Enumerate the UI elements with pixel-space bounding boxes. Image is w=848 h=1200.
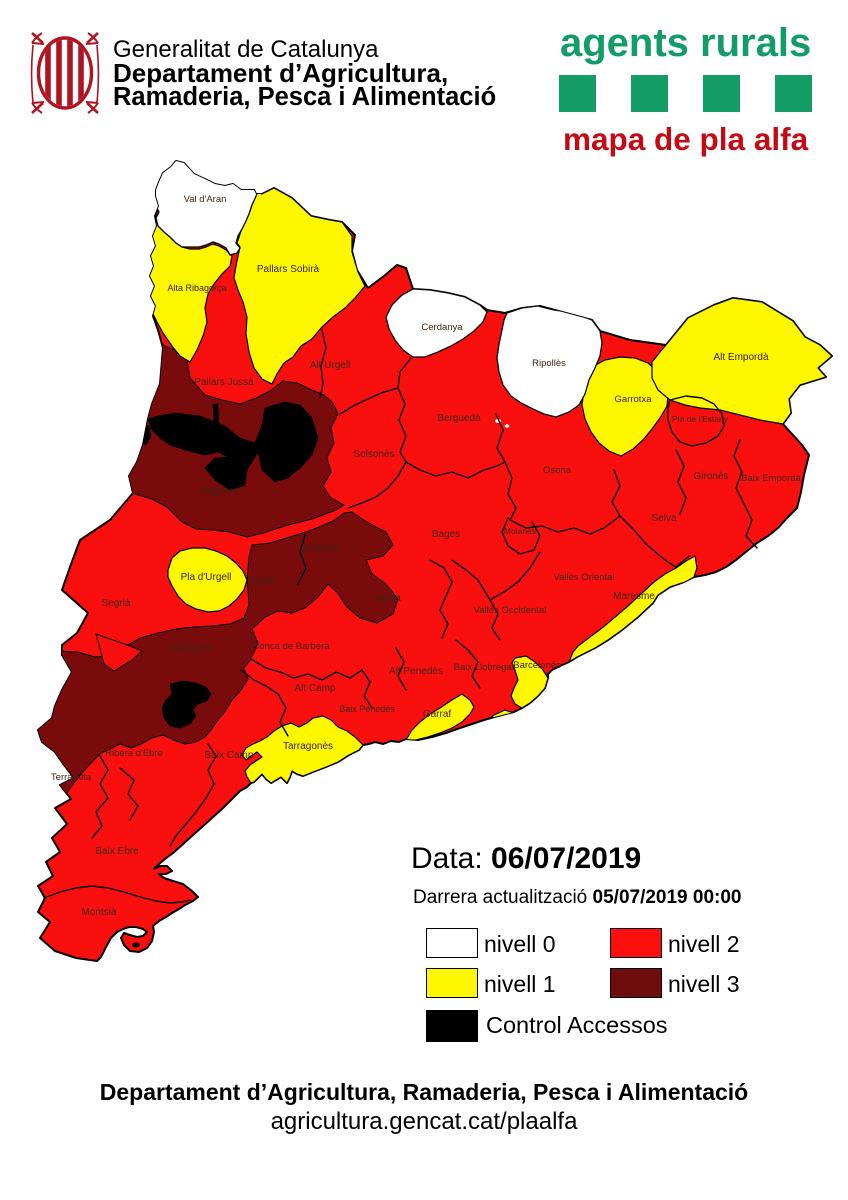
svg-text:Urgell: Urgell xyxy=(249,575,275,586)
svg-text:Montsià: Montsià xyxy=(81,907,116,918)
svg-text:Moianès: Moianès xyxy=(504,526,536,536)
svg-text:Ribera d'Ebre: Ribera d'Ebre xyxy=(105,748,163,759)
svg-text:Garrigues: Garrigues xyxy=(168,643,212,654)
svg-text:Solsonès: Solsonès xyxy=(353,449,394,460)
svg-text:Baix Penedès: Baix Penedès xyxy=(339,704,395,714)
svg-text:Pallars Sobirà: Pallars Sobirà xyxy=(257,264,320,275)
svg-text:Baix Empordà: Baix Empordà xyxy=(741,473,801,484)
svg-text:Pallars Jussà: Pallars Jussà xyxy=(194,377,254,388)
svg-text:Val d'Aran: Val d'Aran xyxy=(184,194,227,205)
svg-text:Garrotxa: Garrotxa xyxy=(615,394,653,405)
svg-text:Baix Ebre: Baix Ebre xyxy=(95,846,139,857)
svg-text:Alt Urgell: Alt Urgell xyxy=(310,360,351,371)
svg-text:Maresme: Maresme xyxy=(613,591,655,602)
svg-text:Gironès: Gironès xyxy=(693,471,728,482)
svg-text:Alta Ribagorça: Alta Ribagorça xyxy=(167,283,226,293)
svg-text:Vallès Occidental: Vallès Occidental xyxy=(474,605,547,616)
svg-text:Tarragonès: Tarragonès xyxy=(283,741,333,752)
svg-text:Selva: Selva xyxy=(651,513,676,524)
svg-text:Baix Camp: Baix Camp xyxy=(205,750,254,761)
svg-text:Pla de l'Estany: Pla de l'Estany xyxy=(672,414,729,424)
svg-text:Berguedà: Berguedà xyxy=(437,413,481,424)
svg-text:Osona: Osona xyxy=(543,465,572,476)
svg-text:Segrià: Segrià xyxy=(102,598,131,609)
svg-text:Segarra: Segarra xyxy=(303,543,339,554)
svg-text:Barcelonès: Barcelonès xyxy=(513,660,561,671)
svg-text:Noguera: Noguera xyxy=(200,486,239,497)
svg-text:Alt Empordà: Alt Empordà xyxy=(713,352,768,363)
svg-text:Bages: Bages xyxy=(432,529,460,540)
svg-text:Cerdanya: Cerdanya xyxy=(421,322,463,333)
svg-text:Conca de Barberà: Conca de Barberà xyxy=(252,641,330,652)
svg-text:Pla d'Urgell: Pla d'Urgell xyxy=(181,572,232,583)
svg-text:Alt Penedès: Alt Penedès xyxy=(389,666,443,677)
svg-text:Ripollès: Ripollès xyxy=(532,358,566,369)
svg-text:Baix Llobregat: Baix Llobregat xyxy=(454,662,515,673)
svg-text:Anoia: Anoia xyxy=(375,593,401,604)
svg-text:Garraf: Garraf xyxy=(423,709,452,720)
svg-text:Vallès Oriental: Vallès Oriental xyxy=(553,572,614,583)
svg-text:Terra Alta: Terra Alta xyxy=(51,772,92,783)
svg-text:Alt Camp: Alt Camp xyxy=(294,683,336,694)
